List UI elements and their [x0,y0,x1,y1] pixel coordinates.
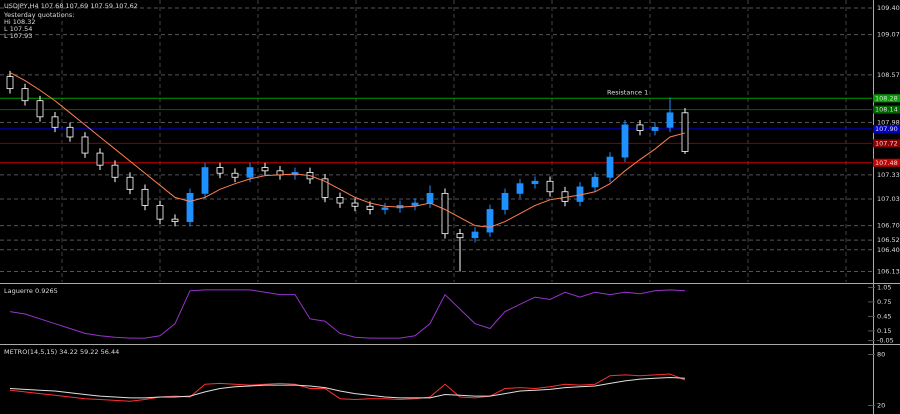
candle-body [681,112,689,152]
y-tick-label: 106.13 [877,268,900,276]
candle-body [216,167,224,174]
candle-body [516,183,524,194]
candle-body [501,192,509,210]
panel-title: Laguerre 0.9265 [4,287,58,295]
candle-body [261,167,269,172]
level-label: 108.28 [875,94,898,102]
level-name: Resistance 1 [607,88,648,96]
candle-body [336,196,344,204]
candle-body [531,180,539,185]
candle-body [111,164,119,178]
candle-body [621,124,629,158]
candle-body [471,231,479,239]
y-tick-label: 109.07 [877,31,900,39]
candle-body [66,126,74,138]
vertical-grid [61,0,847,282]
y-tick-label: 20 [877,402,885,410]
level-box [873,124,900,133]
panel-title: METRO(14,5,15) 34.22 59.22 56.44 [4,348,119,356]
y-tick-label: 106.70 [877,222,900,230]
candle-body [141,188,149,206]
candle-body [96,152,104,166]
annotation: Yesterday quotations: [3,11,74,19]
candle-body [321,178,329,198]
indicator-line [9,289,686,339]
candle-body [546,180,554,193]
candle-body [636,124,644,131]
candle-body [156,205,164,220]
candle-body [81,136,89,154]
level-box [873,94,900,103]
level-box [873,139,900,148]
candle-body [201,167,209,194]
y-tick-label: 107.03 [877,195,900,203]
candle-body [591,176,599,188]
y-tick-label: 107.98 [877,118,900,126]
y-tick-label: 106.52 [877,236,900,244]
y-tick-label: 106.40 [877,246,900,254]
candle-body [426,192,434,204]
y-tick-label: 107.33 [877,171,900,179]
candle-body [606,156,614,178]
y-tick-label: 0.75 [877,298,891,306]
candle-body [186,192,194,222]
candle-body [171,218,179,222]
y-tick-label: 109.40 [877,4,900,12]
candle-body [651,126,659,131]
y-tick-label: 0.45 [877,312,891,320]
level-label: 107.90 [875,125,898,133]
annotation: Hi 108.32 [4,18,36,26]
candle-body [126,176,134,190]
candle-body [6,76,14,90]
panel-title: USDJPY,H4 107.68 107.69 107.59 107.62 [4,2,138,10]
candle-body [351,202,359,207]
candle-body [441,192,449,235]
candle-body [51,116,59,128]
candle-body [666,112,674,128]
level-box [873,105,900,114]
y-tick-label: 108.57 [877,71,900,79]
level-label: 108.14 [875,106,898,114]
level-box [873,158,900,167]
candle-body [486,209,494,233]
candle-body [381,207,389,210]
candle-body [246,167,254,178]
level-label: 107.48 [875,159,898,167]
candle-body [231,172,239,178]
y-tick-label: -0.05 [877,337,894,345]
candle-body [21,88,29,102]
indicator-line [9,72,686,228]
annotation: L 107.93 [4,32,32,40]
y-tick-label: 1.05 [877,283,891,291]
candle-body [36,100,44,118]
level-label: 107.72 [875,139,898,147]
indicator-line [9,373,686,402]
indicator-line [9,376,686,399]
candle-body [456,233,464,239]
candle-body [366,205,374,210]
candle-body [411,202,419,206]
y-tick-label: 80 [877,351,885,359]
y-tick-label: 0.15 [877,327,891,335]
annotation: L 107.54 [4,25,32,33]
